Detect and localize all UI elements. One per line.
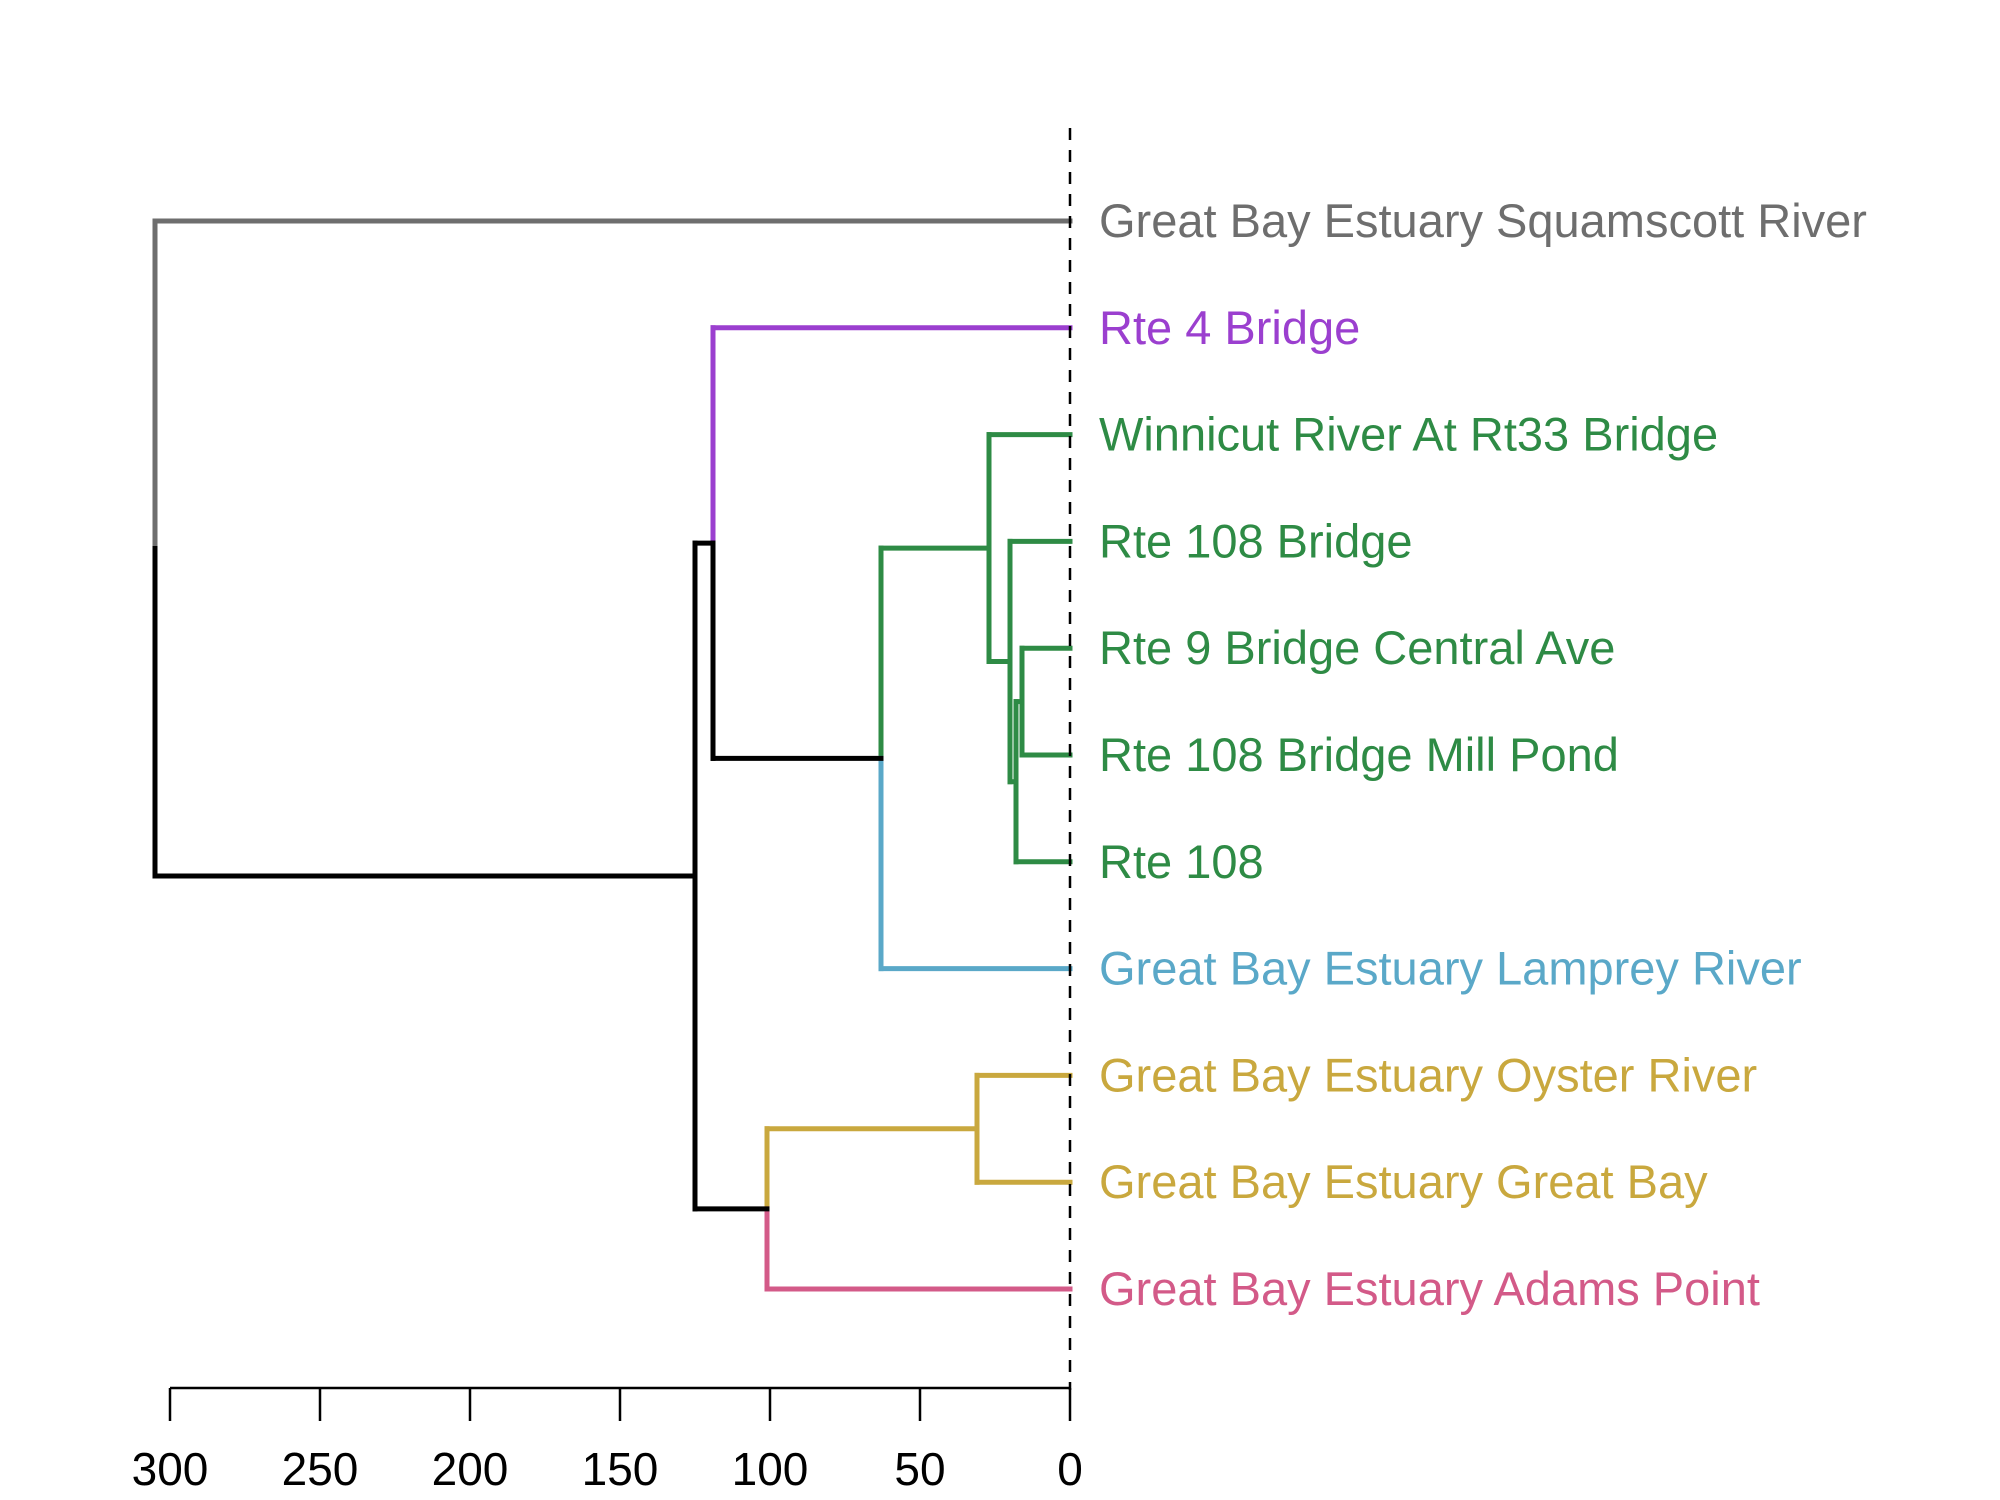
leaf-label: Rte 4 Bridge xyxy=(1099,301,1360,354)
leaf-label: Rte 9 Bridge Central Ave xyxy=(1099,621,1615,674)
leaf-label: Great Bay Estuary Squamscott River xyxy=(1099,194,1867,247)
x-tick-label: 50 xyxy=(894,1443,945,1495)
leaf-label: Winnicut River At Rt33 Bridge xyxy=(1099,408,1718,461)
leaf-label: Rte 108 Bridge xyxy=(1099,514,1413,567)
x-tick-label: 150 xyxy=(582,1443,659,1495)
leaf-label: Great Bay Estuary Great Bay xyxy=(1099,1155,1708,1208)
leaf-label: Great Bay Estuary Lamprey River xyxy=(1099,942,1802,995)
x-tick-label: 250 xyxy=(282,1443,359,1495)
leaf-label: Rte 108 xyxy=(1099,835,1264,888)
x-tick-label: 100 xyxy=(732,1443,809,1495)
x-tick-label: 0 xyxy=(1057,1443,1083,1495)
x-tick-label: 300 xyxy=(132,1443,209,1495)
x-tick-label: 200 xyxy=(432,1443,509,1495)
leaf-label: Rte 108 Bridge Mill Pond xyxy=(1099,728,1619,781)
leaf-label: Great Bay Estuary Oyster River xyxy=(1099,1048,1757,1101)
x-axis: 300 250 200 150 100 50 0 xyxy=(132,1386,1083,1495)
leaf-label: Great Bay Estuary Adams Point xyxy=(1099,1262,1760,1315)
dendrogram-branches xyxy=(152,218,1073,1292)
leaf-labels: Great Bay Estuary Squamscott River Rte 4 … xyxy=(1099,194,1867,1315)
